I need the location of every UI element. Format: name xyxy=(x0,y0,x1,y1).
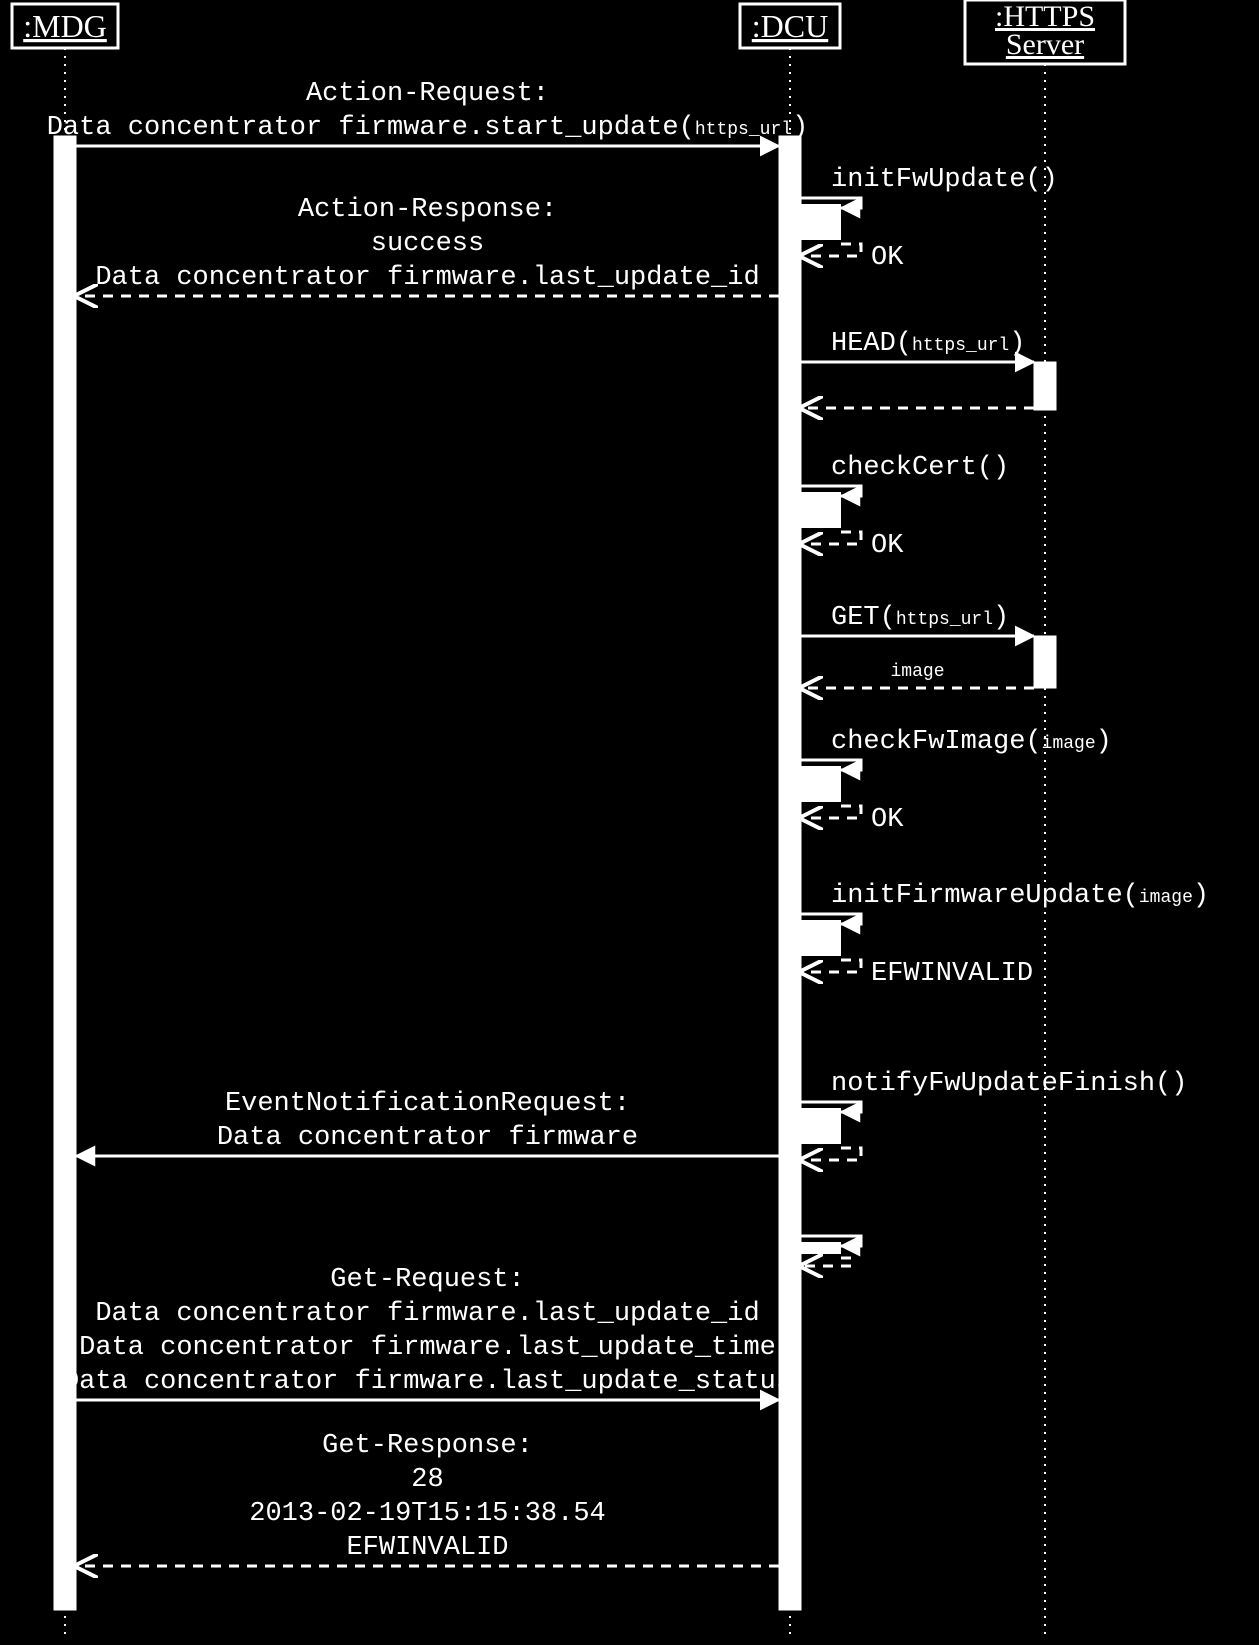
svg-text:28: 28 xyxy=(411,1465,443,1495)
svg-text:Action-Response:: Action-Response: xyxy=(298,195,557,225)
svg-text:2013-02-19T15:15:38.54: 2013-02-19T15:15:38.54 xyxy=(249,1499,605,1529)
self-activation xyxy=(801,1242,841,1254)
self-activation xyxy=(801,766,841,802)
svg-text:EFWINVALID: EFWINVALID xyxy=(346,1533,508,1563)
svg-text:success: success xyxy=(371,229,484,259)
self-activation xyxy=(801,1108,841,1144)
self-activation xyxy=(801,920,841,956)
activation-https xyxy=(1034,636,1056,688)
svg-text:initFwUpdate(): initFwUpdate() xyxy=(831,165,1058,195)
svg-text:Data concentrator firmware.las: Data concentrator firmware.last_update_i… xyxy=(95,1299,759,1329)
msg-label: Data concentrator firmware.start_update(… xyxy=(47,113,809,143)
svg-text:Get-Response:: Get-Response: xyxy=(322,1431,533,1461)
activation-https xyxy=(1034,362,1056,410)
self-activation xyxy=(801,492,841,528)
svg-text:OK: OK xyxy=(871,531,904,561)
self-activation xyxy=(801,204,841,240)
svg-text:Data concentrator firmware.las: Data concentrator firmware.last_update_s… xyxy=(63,1367,792,1397)
svg-text::DCU: :DCU xyxy=(752,8,828,44)
svg-text:Server: Server xyxy=(1006,28,1084,61)
svg-text:Data concentrator firmware: Data concentrator firmware xyxy=(217,1123,638,1153)
svg-text:image: image xyxy=(890,662,944,682)
svg-text:OK: OK xyxy=(871,805,904,835)
svg-text:EFWINVALID: EFWINVALID xyxy=(871,959,1033,989)
svg-text:notifyFwUpdateFinish(): notifyFwUpdateFinish() xyxy=(831,1069,1187,1099)
svg-text:OK: OK xyxy=(871,243,904,273)
svg-text:Data concentrator firmware.las: Data concentrator firmware.last_update_i… xyxy=(95,263,759,293)
svg-text:EventNotificationRequest:: EventNotificationRequest: xyxy=(225,1089,630,1119)
svg-text:Action-Request:: Action-Request: xyxy=(306,79,549,109)
svg-text:checkCert(): checkCert() xyxy=(831,453,1009,483)
svg-text:Data concentrator firmware.las: Data concentrator firmware.last_update_t… xyxy=(79,1333,776,1363)
svg-text::MDG: :MDG xyxy=(23,8,107,44)
svg-text:Get-Request:: Get-Request: xyxy=(330,1265,524,1295)
